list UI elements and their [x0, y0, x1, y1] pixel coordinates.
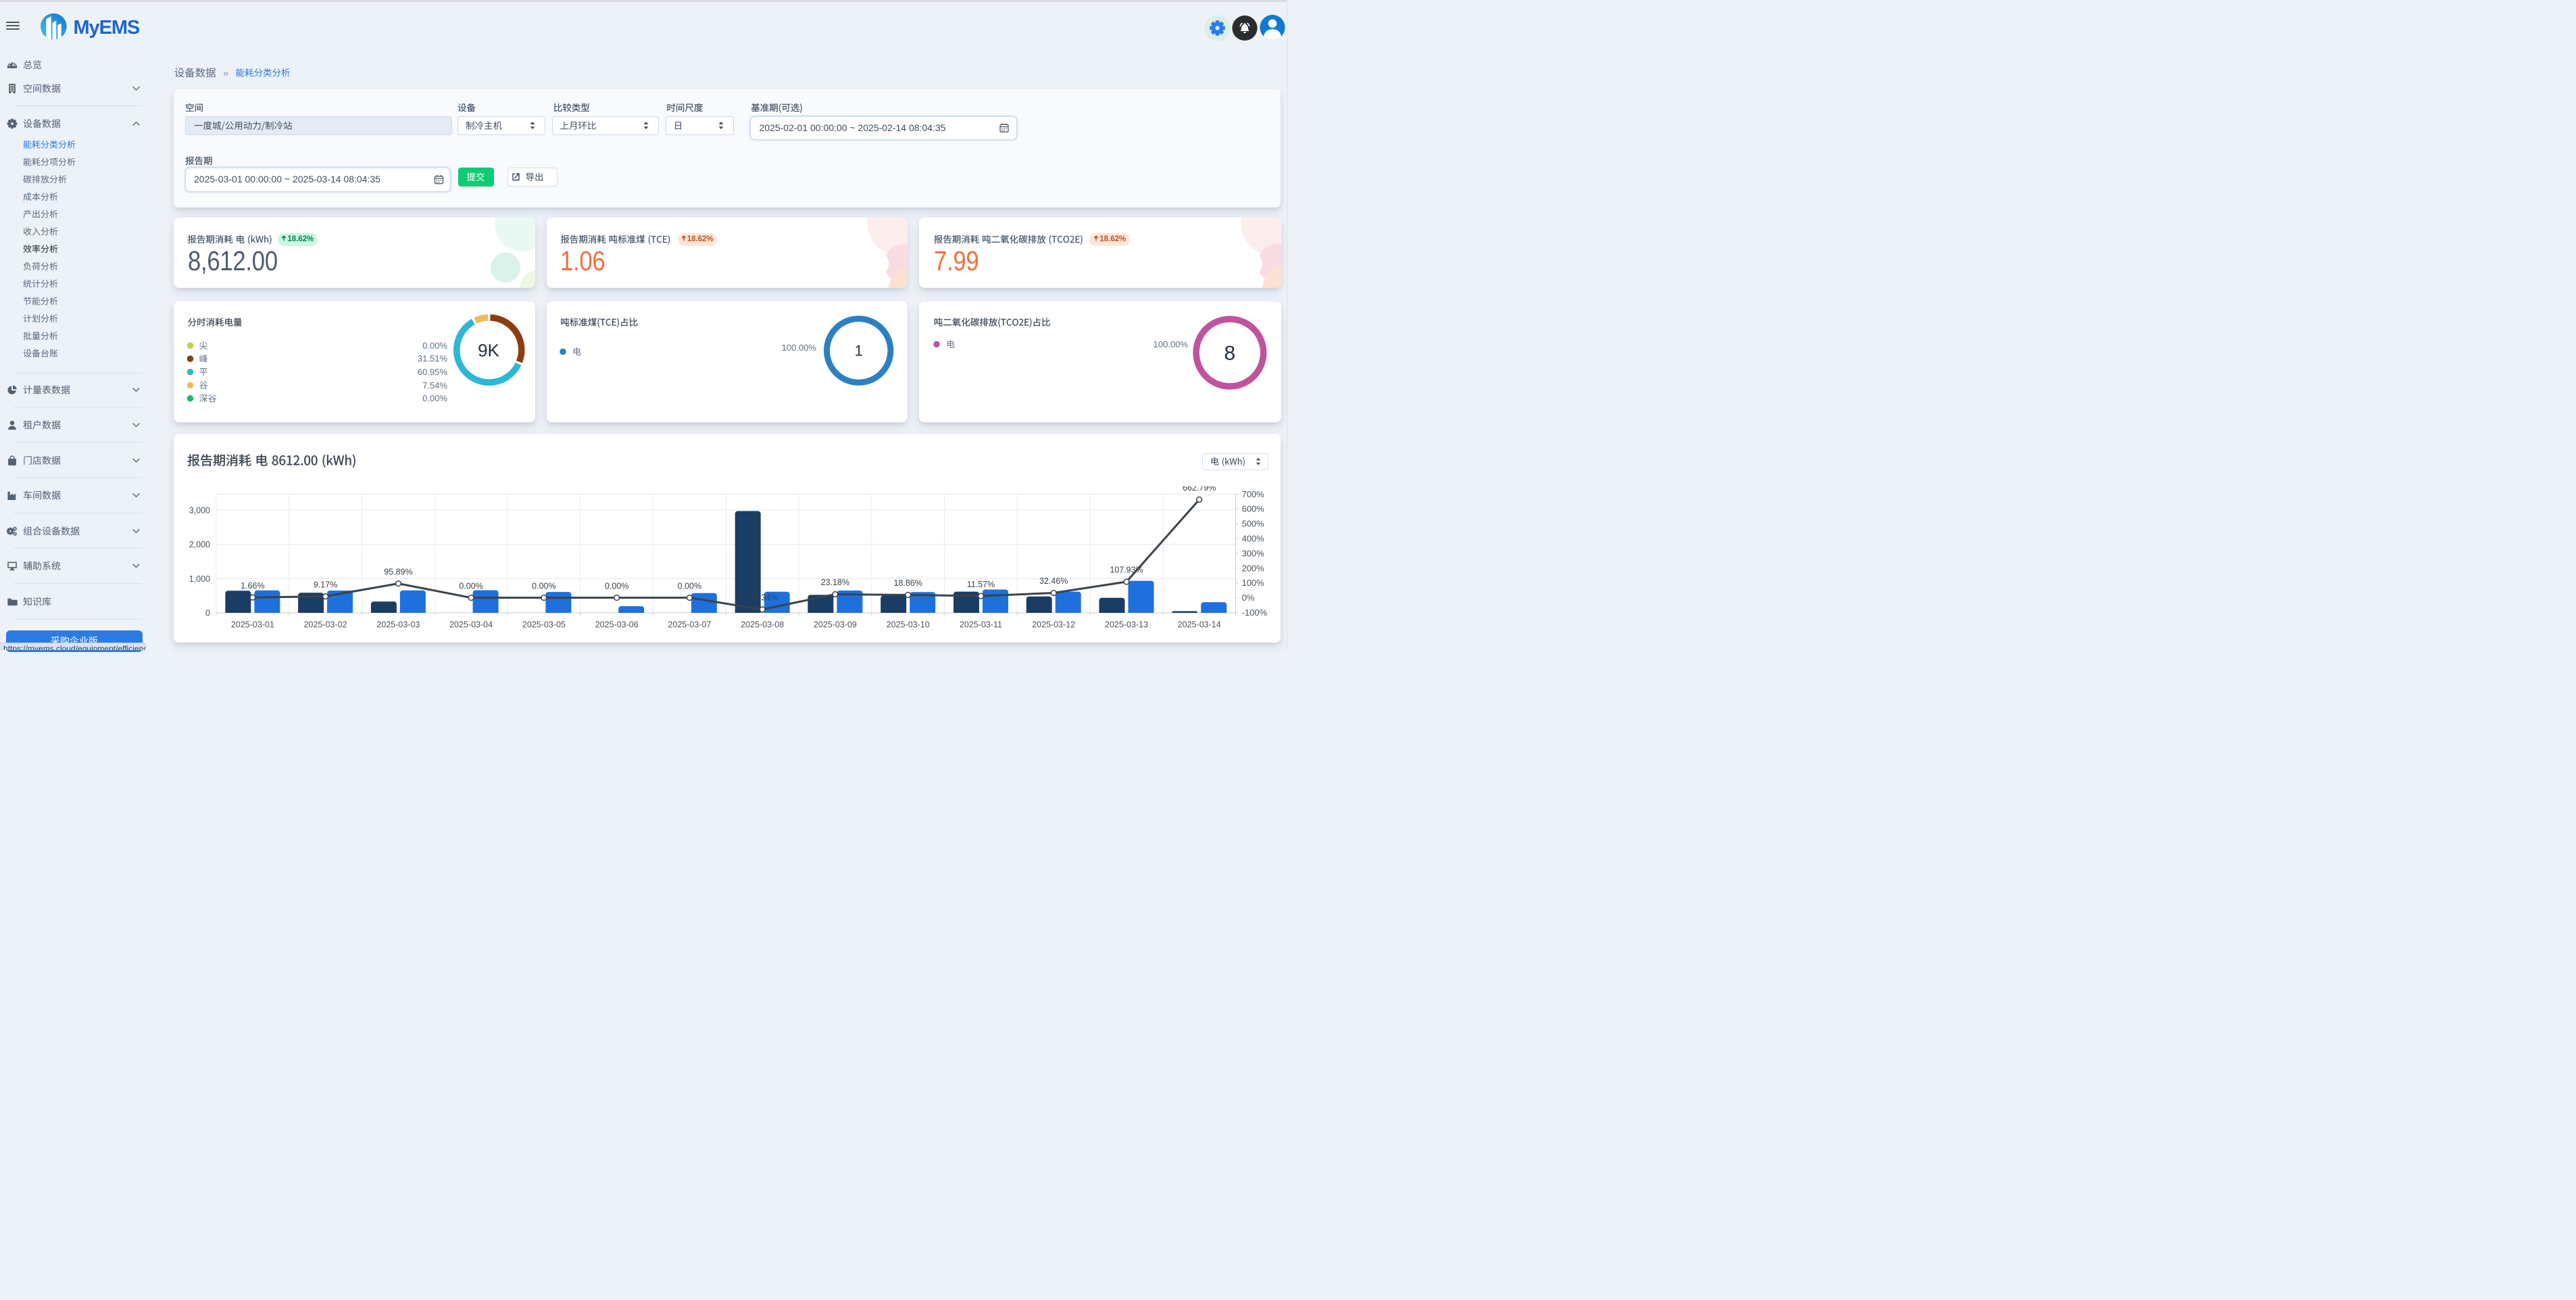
svg-text:»: »	[223, 68, 228, 79]
